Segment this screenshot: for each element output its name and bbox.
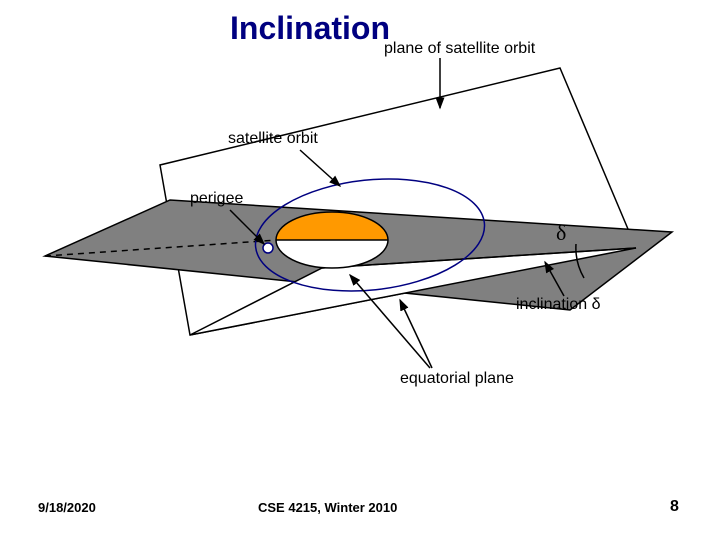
footer-date: 9/18/2020 xyxy=(38,500,96,515)
footer-course: CSE 4215, Winter 2010 xyxy=(258,500,397,515)
label-equatorial: equatorial plane xyxy=(400,370,514,388)
arrow-equatorial-1 xyxy=(400,300,432,368)
inclination-diagram xyxy=(0,0,720,540)
label-perigee: perigee xyxy=(190,190,243,208)
label-delta: δ xyxy=(556,220,566,246)
label-inclination: inclination δ xyxy=(516,296,601,314)
perigee-marker xyxy=(263,243,273,253)
label-satellite-orbit: satellite orbit xyxy=(228,130,318,148)
label-plane-orbit: plane of satellite orbit xyxy=(384,40,535,58)
footer-page-number: 8 xyxy=(670,498,679,516)
page-title: Inclination xyxy=(230,10,390,47)
